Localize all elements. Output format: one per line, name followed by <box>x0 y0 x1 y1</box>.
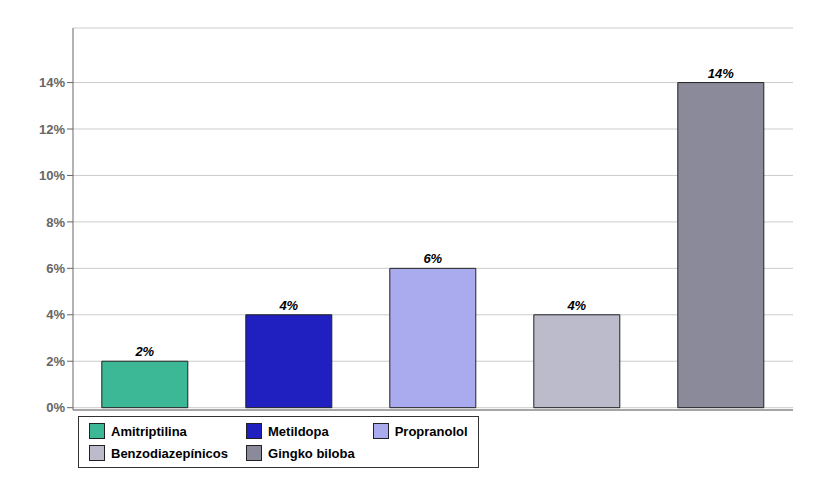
svg-text:14%: 14% <box>39 75 65 90</box>
html-text:Benzodiazepínicos: Benzodiazepínicos <box>111 445 228 461</box>
svg-text:8%: 8% <box>46 215 65 230</box>
svg-text:6%: 6% <box>423 251 442 266</box>
html-text:Metildopa: Metildopa <box>268 423 329 439</box>
svg-text:2%: 2% <box>134 344 154 359</box>
html-text:Gingko biloba: Gingko biloba <box>268 445 355 461</box>
html-text:Amitriptilina: Amitriptilina <box>111 423 187 439</box>
svg-text:4%: 4% <box>278 298 298 313</box>
svg-text:4%: 4% <box>46 307 65 322</box>
svg-text:2%: 2% <box>46 354 65 369</box>
svg-text:4%: 4% <box>566 298 586 313</box>
svg-text:14%: 14% <box>708 66 734 81</box>
svg-text:12%: 12% <box>39 122 65 137</box>
svg-text:0%: 0% <box>46 400 65 415</box>
svg-text:6%: 6% <box>46 261 65 276</box>
svg-text:10%: 10% <box>39 168 65 183</box>
html-text:Propranolol: Propranolol <box>394 423 468 439</box>
